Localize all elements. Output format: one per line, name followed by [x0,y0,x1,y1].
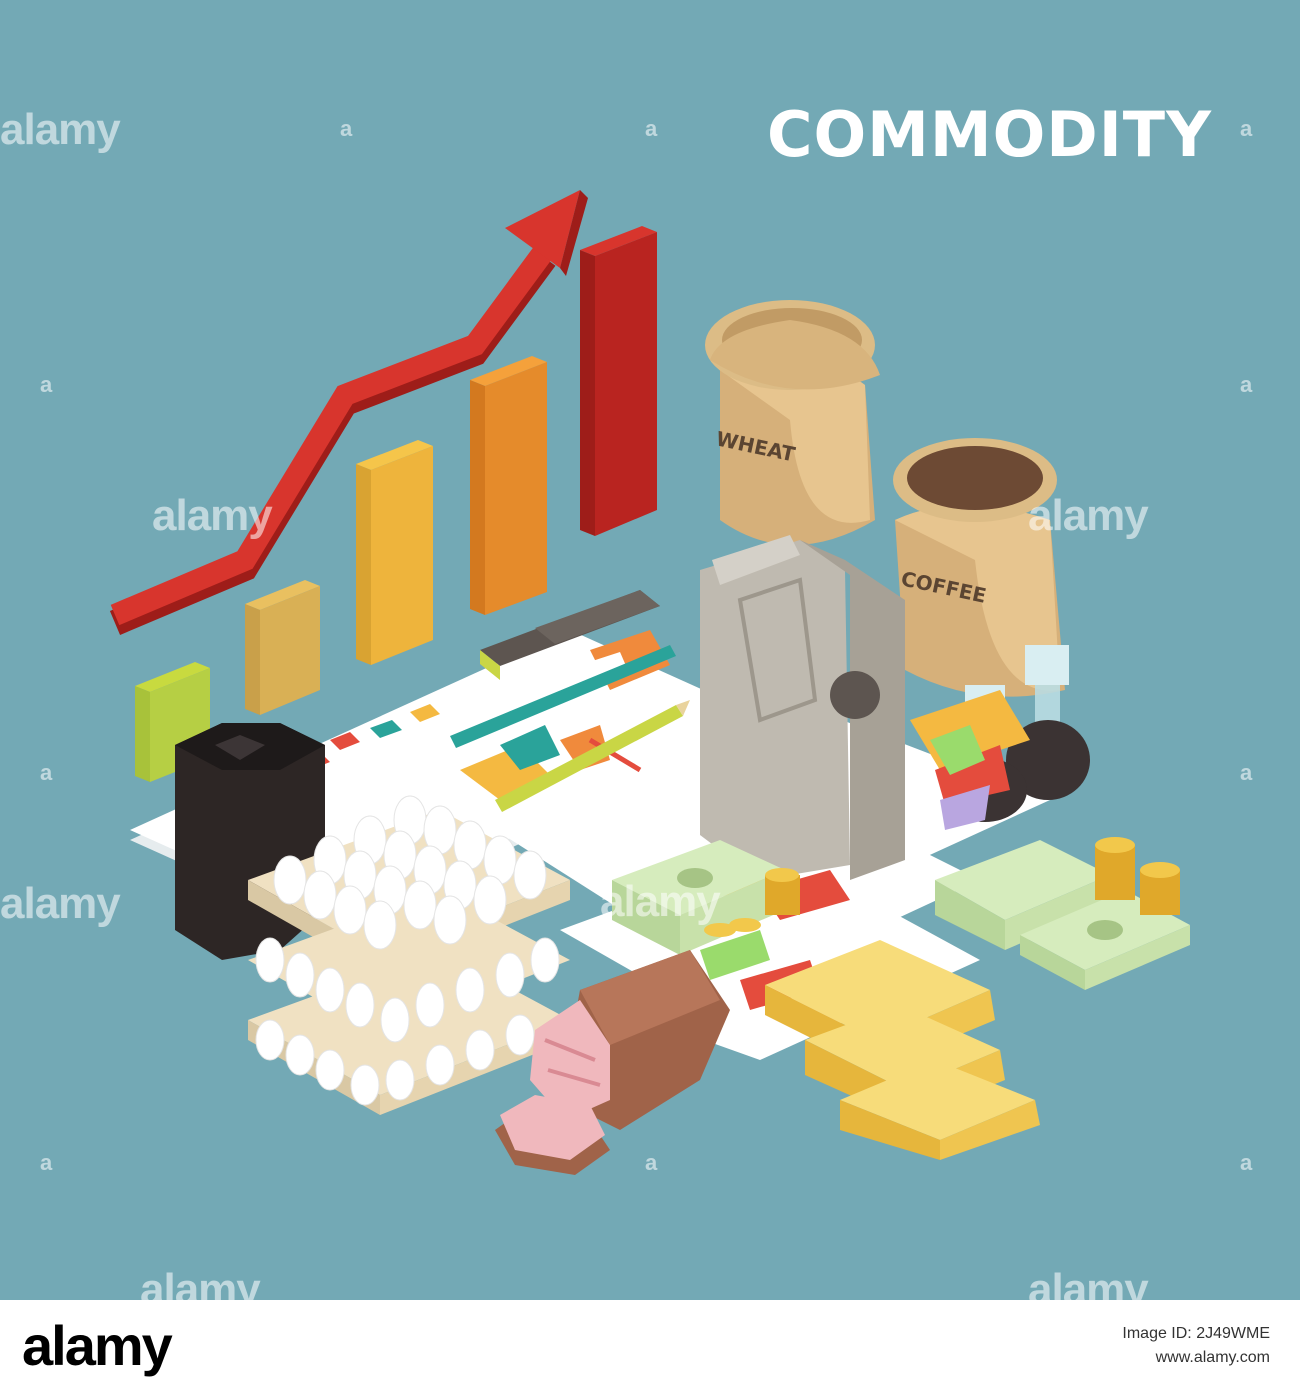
watermark-mark: a [340,116,353,141]
meat-icon [495,950,730,1175]
page-title: COMMODITY [766,98,1212,171]
jerrycan-icon [700,535,905,880]
pencil-icon [450,645,690,812]
watermark-mark: a [645,116,658,141]
document-pie-icon [910,690,1030,830]
illustration-canvas: WHEAT COFFEE [0,0,1300,1300]
site-link: www.alamy.com [1155,1349,1270,1366]
watermark-mark: a [1240,116,1253,141]
commodity-illustration: WHEAT COFFEE [109,190,1190,1175]
footer-bar: alamy Image ID: 2J49WME www.alamy.com [0,1300,1300,1390]
footer-image-info: Image ID: 2J49WME www.alamy.com [1122,1322,1270,1370]
watermark-text: alamy [0,105,121,154]
watermark-mark: a [1240,760,1253,785]
watermark-mark: a [1240,1150,1253,1175]
gold-coin-icon [704,837,1180,937]
egg-tray-icon [248,795,570,1115]
watermark-text: alamy [1028,1265,1149,1301]
wheat-sack-icon: WHEAT [705,300,880,545]
coffee-sack-icon: COFFEE [893,438,1065,697]
watermark-mark: a [40,760,53,785]
marker-pen-icon [480,590,660,680]
footer-logo: alamy [22,1314,173,1377]
image-id-label: Image ID: 2J49WME [1122,1325,1270,1342]
watermark-text: alamy [600,877,721,926]
watermark-mark: a [40,372,53,397]
watermark-text: alamy [152,491,273,540]
growth-arrow-icon [109,190,588,635]
watermark-text: alamy [1028,491,1149,540]
watermark-mark: a [1240,372,1253,397]
gold-bar-icon [765,940,1040,1160]
watermark-text: alamy [140,1265,261,1301]
watermark-text: alamy [0,879,121,928]
watermark-mark: a [40,1150,53,1175]
watermark-mark: a [645,1150,658,1175]
bar-chart-icon [135,226,657,782]
